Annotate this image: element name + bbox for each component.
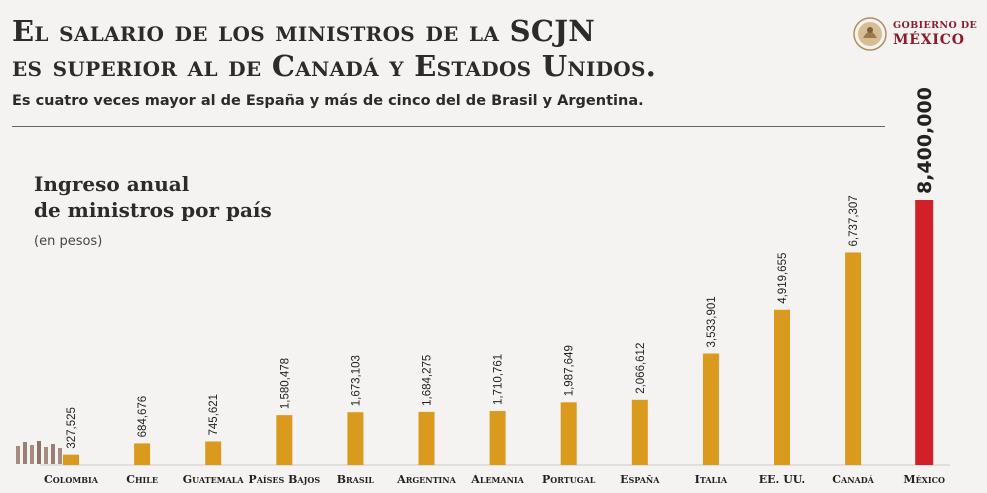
header-divider — [12, 126, 885, 127]
bar-ee-uu — [774, 309, 790, 465]
bar-chile — [134, 443, 151, 465]
logo-line-2: MÉXICO — [893, 31, 965, 48]
bar-colombia — [63, 454, 79, 465]
watermark-figures-icon — [16, 441, 62, 464]
category-label-alemania: Alemania — [470, 473, 524, 486]
value-label-portugal: 1,987,649 — [564, 345, 576, 396]
bar-paises-bajos — [276, 415, 293, 465]
chart-title: Ingreso anual de ministros por país — [34, 171, 272, 223]
title-line-1: El salario de los ministros de la SCJN — [12, 14, 596, 48]
category-label-paises-bajos: Países Bajos — [248, 473, 320, 486]
value-label-mexico: 8,400,000 — [914, 87, 936, 194]
value-label-guatemala: 745,621 — [208, 394, 220, 436]
value-label-italia: 3,533,901 — [706, 296, 718, 347]
category-label-mexico: México — [903, 473, 945, 486]
bar-brasil — [347, 412, 364, 465]
bar-guatemala — [205, 441, 222, 465]
chart-title-line-1: Ingreso anual — [34, 172, 190, 196]
bar-italia — [702, 353, 719, 465]
title-line-2: es superior al de Canadá y Estados Unido… — [12, 49, 657, 83]
value-label-espana: 2,066,612 — [635, 343, 647, 394]
chart-unit: (en pesos) — [34, 234, 103, 249]
category-label-italia: Italia — [695, 473, 728, 486]
national-seal-icon — [853, 17, 887, 51]
category-label-espana: España — [620, 473, 660, 486]
category-label-brasil: Brasil — [337, 473, 375, 486]
category-label-ee-uu: EE. UU. — [759, 473, 805, 486]
value-label-canada: 6,737,307 — [848, 195, 860, 246]
value-label-ee-uu: 4,919,655 — [777, 253, 789, 304]
value-label-alemania: 1,710,761 — [493, 354, 505, 405]
government-logo: GOBIERNO DE MÉXICO — [853, 14, 978, 54]
category-label-portugal: Portugal — [542, 473, 596, 486]
logo-line-1: GOBIERNO DE — [893, 20, 978, 32]
value-label-colombia: 327,525 — [66, 407, 78, 449]
value-label-paises-bajos: 1,580,478 — [279, 358, 291, 409]
page-subtitle: Es cuatro veces mayor al de España y más… — [12, 93, 644, 109]
bar-espana — [631, 399, 648, 465]
bar-mexico — [915, 200, 934, 465]
category-label-chile: Chile — [126, 473, 158, 486]
value-label-chile: 684,676 — [137, 396, 149, 438]
bar-canada — [845, 252, 862, 465]
category-label-colombia: Colombia — [44, 473, 99, 486]
page-title: El salario de los ministros de la SCJN e… — [12, 14, 656, 84]
category-label-argentina: Argentina — [396, 473, 456, 486]
chart-title-line-2: de ministros por país — [34, 198, 272, 222]
category-label-guatemala: Guatemala — [183, 473, 245, 486]
category-label-canada: Canadá — [832, 473, 874, 486]
value-label-argentina: 1,684,275 — [422, 355, 434, 406]
bar-portugal — [560, 402, 577, 465]
bar-alemania — [489, 411, 506, 465]
value-label-brasil: 1,673,103 — [350, 355, 362, 406]
bar-argentina — [418, 411, 435, 465]
